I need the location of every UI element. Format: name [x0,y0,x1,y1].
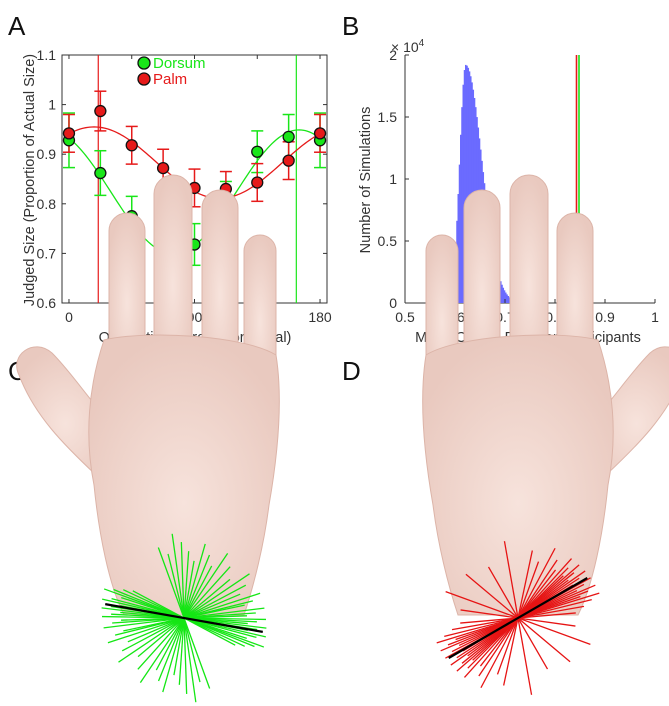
hand-c [16,174,280,703]
hand-c-orientation-lines [101,533,267,703]
x-tick-label: 1 [651,309,659,325]
histogram-bar [465,64,467,303]
point-palm [251,176,264,189]
histogram-bar [470,76,472,303]
panel-d-letter: D [342,356,361,386]
y-tick-label: 2 [389,47,397,63]
chart-b-multiplier: × 104 [391,38,425,55]
y-tick-label: 0 [389,295,397,311]
x-tick-label: 0.5 [395,309,415,325]
x-tick-label: 180 [308,309,332,325]
mean-orientation-line [105,603,263,633]
legend-dorsum-marker [137,56,151,70]
y-tick-label: 0.6 [37,295,57,311]
chart-b-multiplier-exp: 4 [419,38,425,49]
histogram-bar [505,292,507,303]
x-tick-label: 0 [65,309,73,325]
point-palm [125,139,138,152]
histogram-bar [506,294,508,303]
y-tick-label: 1.1 [37,47,57,63]
chart-a-y-ticks: 0.6 0.7 0.8 0.9 1 1.1 [37,47,327,311]
histogram-bar [501,284,503,303]
point-dorsum [251,145,264,158]
chart-a-legend: Dorsum Palm [137,55,206,88]
histogram-bar [463,70,466,303]
histogram-bar [507,296,510,303]
histogram-bar [461,107,463,303]
chart-a-peak-lines [97,55,297,303]
point-palm [156,161,170,175]
legend-dorsum-label: Dorsum [153,55,206,72]
histogram-bar [460,134,462,303]
point-dorsum [94,166,107,180]
chart-b-y-ticks: 0 0.5 1 1.5 2 [378,47,409,311]
point-palm [94,104,107,118]
histogram-bar [503,290,506,303]
panel-a-letter: A [8,11,26,41]
y-tick-label: 1.5 [378,109,398,125]
histogram-bar [462,84,465,303]
chart-b-y-label: Number of Simulations [358,107,374,254]
chart-a-y-label: Judged Size (Proportion of Actual Size) [22,54,38,306]
point-palm [62,127,76,140]
y-tick-label: 1 [389,171,397,187]
hand-d-orientation-lines [436,541,600,695]
y-tick-label: 0.7 [37,245,57,261]
panel-b-letter: B [342,11,359,41]
histogram-bar [502,287,505,303]
y-tick-label: 0.5 [378,233,398,249]
y-tick-label: 1 [48,97,56,113]
point-palm [282,154,295,167]
histogram-bar [458,164,461,303]
histogram-bar [467,67,470,303]
histogram-bar [466,65,468,304]
histogram-bar [468,71,471,303]
chart-b: 00.511.52 0.50.60.70.80.91 × 104 Mean Co… [358,38,659,346]
mean-orientation-line [448,577,588,659]
y-tick-label: 0.8 [37,196,57,212]
legend-palm-marker [137,72,151,86]
point-palm [313,127,327,140]
x-tick-label: 0.9 [595,309,615,325]
point-dorsum [282,130,295,143]
y-tick-label: 0.9 [37,146,57,162]
chart-b-multiplier-base: × 10 [391,39,419,55]
legend-palm-label: Palm [153,71,187,88]
hand-d [422,174,669,695]
histogram-bar [500,281,502,303]
